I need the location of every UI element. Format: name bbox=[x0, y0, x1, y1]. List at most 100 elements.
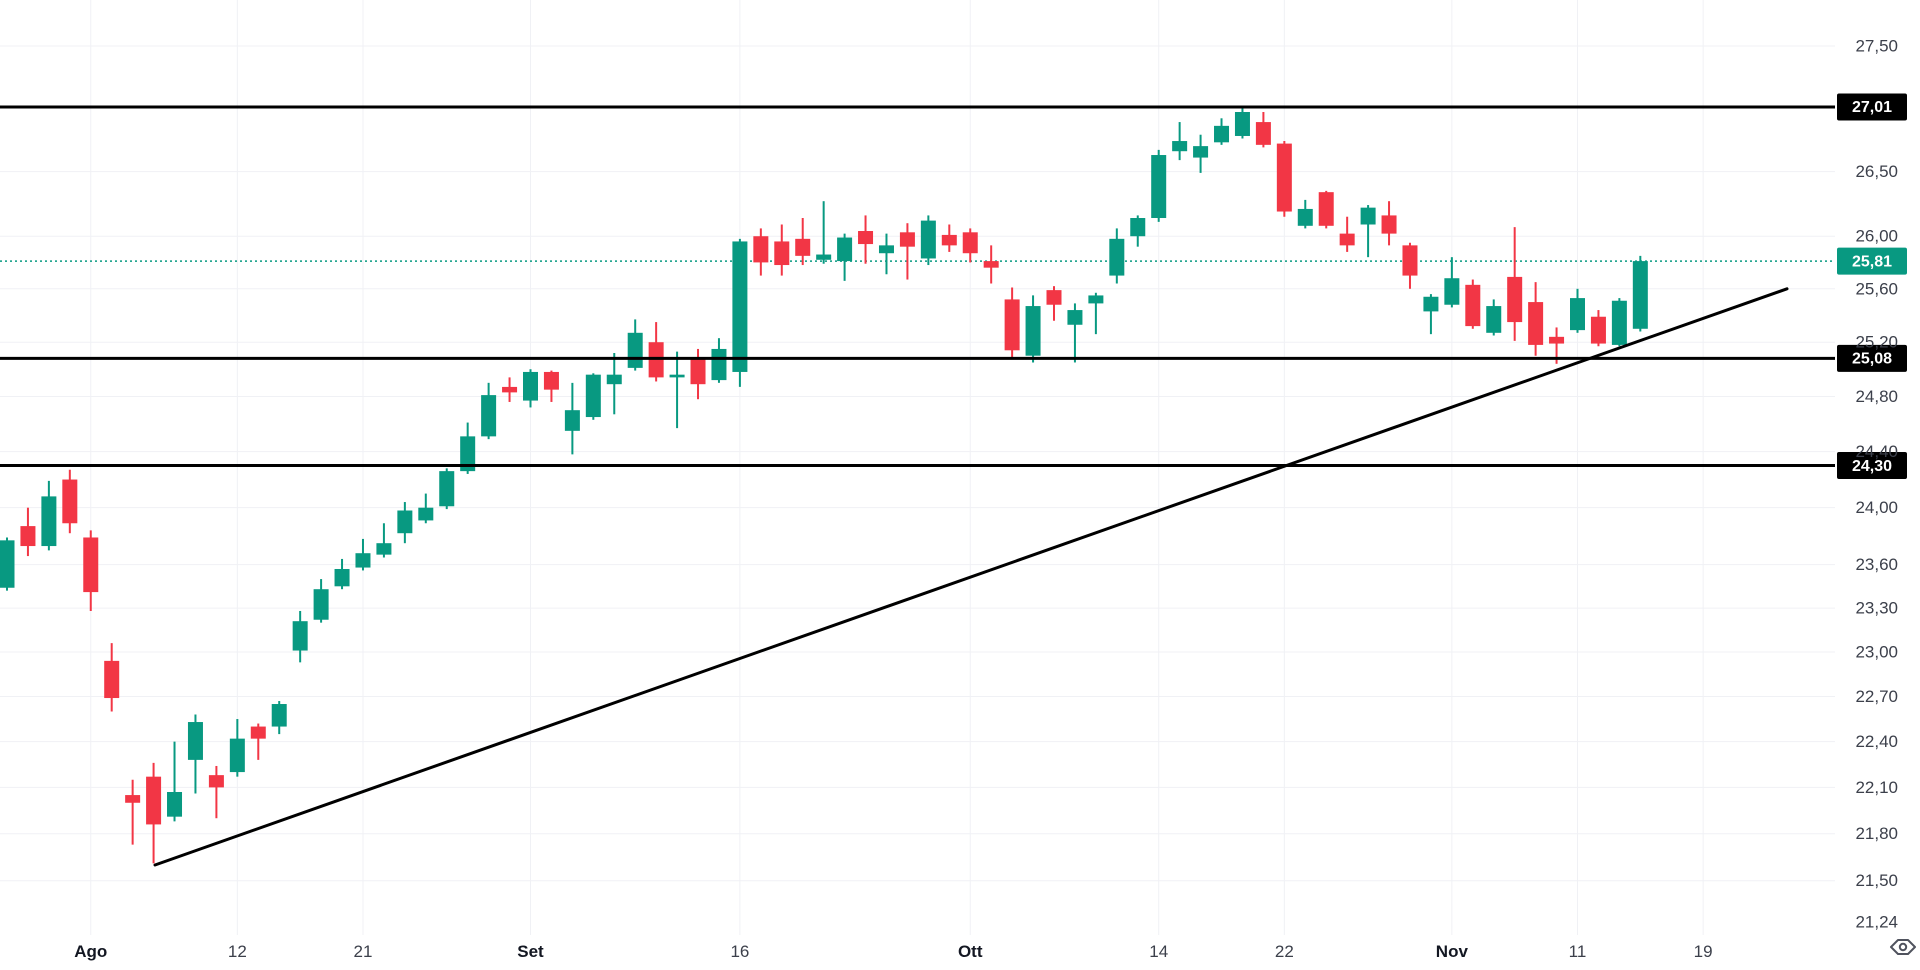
candle-body bbox=[1193, 146, 1209, 158]
candle-body bbox=[732, 241, 748, 372]
candle-body bbox=[1109, 238, 1125, 276]
candle-body bbox=[1088, 295, 1104, 304]
candle-body bbox=[1444, 278, 1460, 305]
candle bbox=[62, 469, 78, 534]
candle-body bbox=[313, 589, 329, 620]
candle-body bbox=[355, 553, 371, 568]
candle bbox=[271, 701, 287, 735]
candle bbox=[1381, 201, 1397, 246]
candle bbox=[397, 502, 413, 544]
candle bbox=[481, 382, 497, 440]
candle bbox=[1234, 106, 1250, 139]
price-axis-tick: 26,50 bbox=[1855, 162, 1898, 181]
candle-body bbox=[1381, 215, 1397, 234]
price-axis[interactable]: 27,50 26,50 26,00 25,60 25,20 24,80 24,40 24,00… bbox=[1855, 36, 1898, 931]
price-level[interactable]: 24,30 bbox=[0, 452, 1907, 480]
candle-body bbox=[104, 660, 120, 699]
candle-body bbox=[543, 371, 559, 390]
candle bbox=[20, 507, 36, 557]
candle-body bbox=[208, 775, 224, 788]
candle-body bbox=[292, 621, 308, 651]
candle-body bbox=[920, 220, 936, 259]
candle-body bbox=[1423, 296, 1439, 312]
candle-body bbox=[1214, 125, 1230, 143]
candle-body bbox=[962, 232, 978, 254]
candle bbox=[1172, 122, 1188, 161]
candle bbox=[1297, 199, 1313, 229]
candle-body bbox=[1172, 141, 1188, 152]
candle bbox=[1402, 242, 1418, 289]
time-axis-tick: Ott bbox=[958, 942, 983, 961]
candle bbox=[125, 779, 141, 845]
time-axis-tick: 19 bbox=[1694, 942, 1713, 961]
candle bbox=[1255, 111, 1271, 148]
time-axis[interactable]: Ago 12 21 Set 16 Ott 14 22 Nov 11 19 bbox=[74, 942, 1712, 961]
candles-layer bbox=[0, 106, 1648, 864]
candle-body bbox=[62, 479, 78, 524]
candle bbox=[606, 352, 622, 415]
candle bbox=[899, 223, 915, 280]
candle bbox=[334, 558, 350, 590]
time-axis-tick: 11 bbox=[1569, 942, 1587, 961]
eye-pupil bbox=[1898, 942, 1908, 952]
candle bbox=[1151, 149, 1167, 222]
candle-body bbox=[1297, 208, 1313, 226]
candle-body bbox=[229, 738, 245, 773]
candle bbox=[1570, 288, 1585, 333]
candle-body bbox=[816, 254, 832, 260]
candle-body bbox=[1570, 298, 1585, 331]
candle-body bbox=[523, 371, 538, 401]
candle bbox=[795, 218, 811, 266]
candle bbox=[564, 382, 580, 455]
time-axis-tick: 16 bbox=[730, 942, 749, 961]
time-axis-tick: 14 bbox=[1149, 942, 1168, 961]
candle-body bbox=[146, 776, 162, 825]
candle-body bbox=[669, 374, 685, 378]
time-axis-tick: 21 bbox=[354, 942, 373, 961]
time-axis-tick: Set bbox=[517, 942, 544, 961]
price-axis-tick: 21,24 bbox=[1855, 912, 1898, 931]
candle bbox=[1528, 282, 1544, 356]
candle bbox=[439, 468, 455, 510]
candle bbox=[167, 741, 183, 822]
price-axis-tick: 24,00 bbox=[1855, 498, 1898, 517]
candle-body bbox=[837, 237, 853, 262]
candle bbox=[858, 215, 874, 264]
candle bbox=[1444, 257, 1460, 308]
candle-body bbox=[774, 241, 790, 266]
candle-body bbox=[858, 231, 874, 245]
candle bbox=[0, 537, 15, 591]
eye-icon[interactable] bbox=[1890, 939, 1916, 955]
candle-body bbox=[1590, 316, 1606, 344]
candle bbox=[1611, 298, 1627, 347]
candle-body bbox=[627, 332, 643, 368]
trendline[interactable] bbox=[153, 287, 1789, 867]
candle-body bbox=[187, 722, 203, 760]
price-level[interactable]: 25,08 bbox=[0, 344, 1907, 372]
candle-body bbox=[1632, 261, 1648, 329]
candle bbox=[1109, 228, 1125, 284]
last-price-label-group[interactable]: 25,81 bbox=[1837, 247, 1907, 275]
price-level[interactable]: 27,01 bbox=[0, 93, 1907, 121]
candle-body bbox=[711, 348, 727, 381]
price-axis-tick: 24,40 bbox=[1855, 442, 1898, 461]
candle-body bbox=[1151, 155, 1167, 219]
candle bbox=[418, 493, 434, 524]
candle bbox=[208, 765, 224, 819]
candle bbox=[1339, 216, 1355, 252]
candle-body bbox=[1130, 218, 1146, 237]
candle-body bbox=[606, 374, 622, 385]
candle-body bbox=[899, 232, 915, 247]
price-level-label-box bbox=[1837, 452, 1907, 480]
candle bbox=[313, 579, 329, 623]
candle-body bbox=[41, 496, 57, 547]
candle-body bbox=[1255, 122, 1271, 145]
candle-body bbox=[1507, 276, 1523, 323]
candle-body bbox=[564, 410, 580, 431]
candle bbox=[1276, 141, 1292, 217]
price-axis-tick: 22,70 bbox=[1855, 687, 1898, 706]
candle bbox=[837, 233, 853, 281]
price-axis-tick: 21,80 bbox=[1855, 824, 1898, 843]
